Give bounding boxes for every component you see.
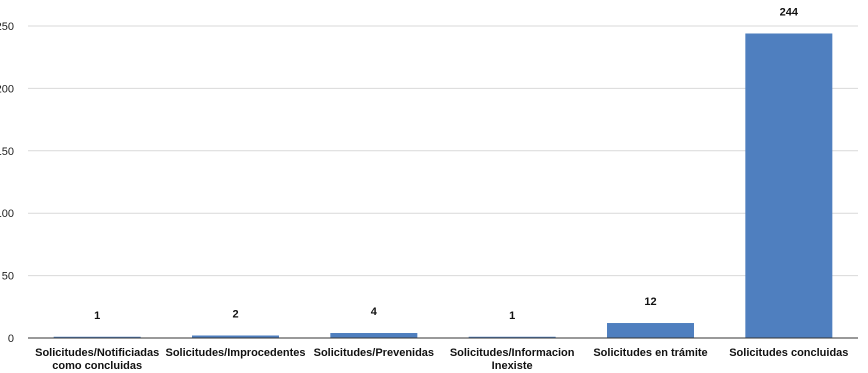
bar: [745, 33, 832, 338]
x-category-label: Solicitudes concluidas: [729, 347, 848, 359]
y-tick-label: 200: [0, 83, 14, 95]
x-category-label: Inexiste: [492, 360, 533, 372]
data-label: 12: [644, 296, 656, 308]
y-tick-label: 250: [0, 21, 14, 33]
y-tick-label: 100: [0, 208, 14, 220]
data-label: 244: [780, 6, 799, 18]
x-category-label: Solicitudes/Prevenidas: [314, 347, 434, 359]
y-tick-label: 0: [8, 333, 14, 345]
x-category-label: Solicitudes/Improcedentes: [166, 347, 306, 359]
y-tick-label: 50: [2, 271, 14, 283]
x-category-label: Solicitudes/Informacion: [450, 347, 575, 359]
data-label: 2: [232, 309, 238, 321]
data-label: 1: [94, 310, 100, 322]
bar: [330, 333, 417, 338]
x-category-label: Solicitudes/Notificiadas: [35, 347, 159, 359]
x-category-label: como concluidas: [52, 360, 142, 372]
bars: [54, 33, 833, 338]
data-label: 1: [509, 310, 515, 322]
data-label: 4: [371, 306, 378, 318]
y-tick-label: 150: [0, 146, 14, 158]
x-category-label: Solicitudes en trámite: [593, 347, 707, 359]
grid-lines: [28, 26, 858, 276]
bar: [607, 323, 694, 338]
y-axis-ticks: 0 50 100 150 200 250: [0, 21, 14, 345]
